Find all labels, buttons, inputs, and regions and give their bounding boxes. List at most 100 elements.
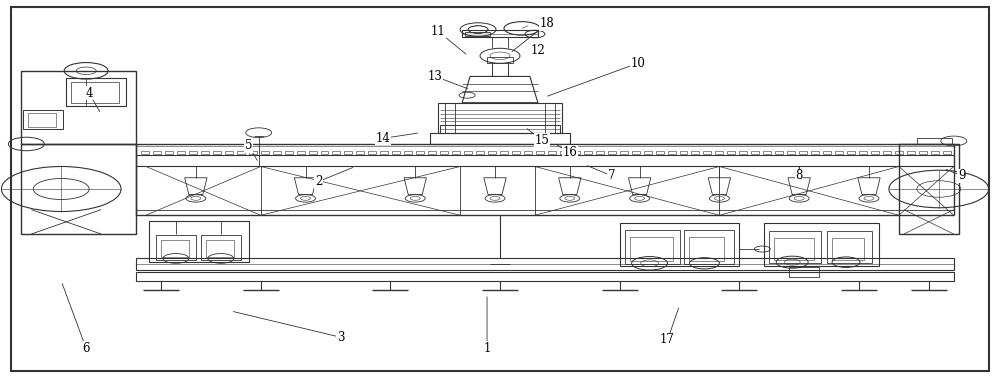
Bar	[799, 151, 807, 155]
Bar	[763, 151, 771, 155]
Bar	[536, 151, 544, 155]
Text: 17: 17	[660, 333, 675, 346]
Bar	[321, 151, 328, 155]
Bar	[769, 231, 821, 263]
Bar	[895, 151, 903, 155]
Bar	[488, 151, 496, 155]
Bar	[156, 235, 196, 260]
Bar	[136, 271, 954, 281]
Bar	[835, 151, 843, 155]
Text: 12: 12	[531, 44, 545, 57]
Bar	[237, 151, 245, 155]
Bar	[213, 151, 221, 155]
Bar	[751, 151, 759, 155]
Bar	[165, 151, 173, 155]
Text: 13: 13	[428, 70, 443, 83]
Bar	[452, 151, 460, 155]
Bar	[739, 151, 747, 155]
Bar	[644, 151, 652, 155]
Bar	[775, 151, 783, 155]
Text: 4: 4	[85, 87, 93, 100]
Bar	[201, 235, 241, 260]
Bar	[883, 151, 891, 155]
Bar	[811, 151, 819, 155]
Bar	[66, 78, 126, 107]
Bar	[684, 230, 734, 264]
Bar	[584, 151, 592, 155]
Bar	[177, 151, 185, 155]
Bar	[206, 240, 234, 257]
Bar	[823, 151, 831, 155]
Bar	[368, 151, 376, 155]
Bar	[487, 57, 513, 63]
Bar	[859, 151, 867, 155]
Text: 5: 5	[245, 139, 252, 152]
Bar	[261, 151, 269, 155]
Bar	[273, 151, 281, 155]
Bar	[632, 151, 640, 155]
Text: 15: 15	[534, 134, 549, 147]
Bar	[225, 151, 233, 155]
Bar	[440, 125, 560, 133]
Bar	[297, 151, 305, 155]
Text: 8: 8	[795, 169, 803, 182]
Bar	[23, 110, 63, 129]
Text: 14: 14	[376, 132, 391, 145]
Bar	[907, 151, 915, 155]
Text: 7: 7	[608, 169, 615, 182]
Bar	[680, 151, 687, 155]
Text: 2: 2	[315, 175, 322, 188]
Bar	[787, 151, 795, 155]
Bar	[149, 221, 249, 262]
Text: 1: 1	[483, 342, 491, 355]
Bar	[689, 237, 724, 261]
Text: 9: 9	[958, 169, 965, 182]
Bar	[380, 151, 388, 155]
Bar	[201, 151, 209, 155]
Bar	[428, 151, 436, 155]
Text: 18: 18	[539, 17, 554, 30]
Bar	[871, 151, 879, 155]
Bar	[309, 151, 317, 155]
Bar	[608, 151, 616, 155]
Bar	[464, 151, 472, 155]
Bar	[931, 151, 939, 155]
Bar	[153, 151, 161, 155]
Bar	[465, 32, 490, 36]
Bar	[789, 266, 819, 277]
Bar	[21, 144, 136, 234]
Bar	[161, 240, 189, 257]
Bar	[462, 30, 538, 37]
Bar	[703, 151, 711, 155]
Bar	[827, 231, 872, 263]
Bar	[332, 151, 340, 155]
Bar	[440, 151, 448, 155]
Bar	[691, 151, 699, 155]
Bar	[344, 151, 352, 155]
Bar	[416, 151, 424, 155]
Bar	[572, 151, 580, 155]
Bar	[668, 151, 676, 155]
Bar	[917, 138, 952, 144]
Bar	[71, 82, 119, 103]
Bar	[189, 151, 197, 155]
Bar	[356, 151, 364, 155]
Bar	[774, 238, 814, 260]
Bar	[500, 151, 508, 155]
Bar	[919, 151, 927, 155]
Bar	[285, 151, 293, 155]
Bar	[249, 151, 257, 155]
Bar	[136, 259, 954, 270]
Bar	[656, 151, 664, 155]
Text: 11: 11	[431, 25, 446, 38]
Bar	[847, 151, 855, 155]
Bar	[620, 151, 628, 155]
Bar	[141, 151, 149, 155]
Bar	[28, 113, 56, 127]
Bar	[560, 151, 568, 155]
Bar	[620, 223, 739, 266]
Bar	[596, 151, 604, 155]
Text: 10: 10	[630, 57, 645, 70]
Bar	[832, 238, 864, 260]
Bar	[715, 151, 723, 155]
